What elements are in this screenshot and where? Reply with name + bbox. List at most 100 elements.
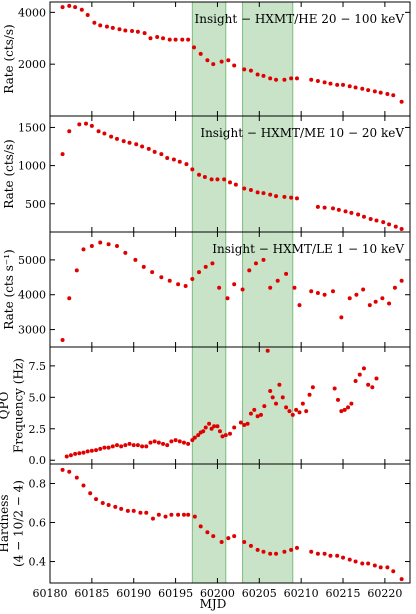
data-point	[399, 278, 404, 283]
data-point	[253, 261, 258, 266]
data-point	[106, 242, 111, 247]
data-point	[77, 451, 82, 456]
data-point	[332, 386, 337, 391]
data-point	[378, 90, 383, 95]
data-point	[159, 275, 164, 280]
x-tick-label: 60205	[242, 587, 277, 600]
data-point	[211, 62, 216, 67]
data-point	[347, 84, 352, 89]
data-point	[155, 34, 160, 39]
data-point	[387, 301, 392, 306]
y-tick-label: 1500	[18, 121, 46, 134]
data-point	[85, 12, 90, 17]
data-point	[202, 175, 207, 180]
data-point	[209, 177, 214, 182]
panel-3-annotation: Insight − HXMT/LE 1 − 10 keV	[212, 242, 404, 256]
data-point	[156, 512, 161, 517]
data-point	[309, 77, 314, 82]
data-point	[226, 58, 231, 63]
data-point	[385, 91, 390, 96]
data-point	[186, 512, 191, 517]
data-point	[261, 191, 266, 196]
data-point	[106, 445, 111, 450]
data-point	[74, 475, 79, 480]
panel-5-y-axis-title: Hardness(4 − 10/2 − 4)	[0, 480, 26, 567]
data-point	[165, 443, 170, 448]
data-point	[133, 257, 138, 262]
data-point	[114, 443, 119, 448]
data-point	[148, 440, 153, 445]
data-point	[123, 250, 128, 255]
data-point	[341, 82, 346, 87]
data-point	[357, 372, 362, 377]
y-tick-label: 7.5	[29, 360, 47, 373]
data-point	[117, 27, 122, 32]
data-point	[310, 385, 315, 390]
y-tick-label: 5000	[18, 254, 46, 267]
data-point	[74, 268, 79, 273]
data-point	[171, 157, 176, 162]
data-point	[98, 446, 103, 451]
data-point	[183, 284, 188, 289]
data-point	[176, 282, 181, 287]
data-point	[135, 29, 140, 34]
data-point	[336, 207, 341, 212]
data-point	[268, 192, 273, 197]
y-tick-label: 2000	[18, 58, 46, 71]
data-point	[67, 3, 72, 8]
shaded-intervals	[191, 1, 294, 584]
data-point	[197, 172, 202, 177]
data-point	[322, 551, 327, 556]
data-point	[304, 409, 309, 414]
data-point	[226, 536, 231, 541]
data-point	[300, 401, 305, 406]
data-point	[233, 182, 238, 187]
data-point	[322, 292, 327, 297]
data-point	[289, 195, 294, 200]
data-point	[349, 210, 354, 215]
data-point	[339, 315, 344, 320]
data-point	[361, 287, 366, 292]
data-point	[275, 278, 280, 283]
data-point	[104, 24, 109, 29]
data-point	[240, 287, 245, 292]
x-tick-label: 60220	[367, 587, 402, 600]
data-point	[290, 412, 295, 417]
data-point	[177, 159, 182, 164]
data-point	[366, 382, 371, 387]
data-point	[247, 268, 252, 273]
data-point	[356, 212, 361, 217]
data-point	[297, 410, 302, 415]
x-tick-label: 60180	[33, 587, 68, 600]
data-point	[64, 454, 69, 459]
data-point	[336, 397, 340, 402]
data-point	[381, 220, 386, 225]
data-point	[102, 445, 107, 450]
x-tick-label: 60185	[74, 587, 109, 600]
data-point	[252, 407, 257, 412]
data-point	[330, 206, 335, 211]
data-point	[81, 483, 86, 488]
data-point	[223, 433, 228, 438]
x-tick-label: 60200	[200, 587, 235, 600]
data-point	[349, 401, 354, 406]
data-point	[73, 451, 78, 456]
data-point	[152, 149, 157, 154]
data-point	[393, 224, 398, 229]
data-point	[265, 348, 270, 353]
data-point	[177, 439, 182, 444]
data-point	[274, 194, 279, 199]
data-point	[270, 395, 275, 400]
data-point	[96, 129, 101, 134]
data-point	[161, 441, 166, 446]
data-point	[113, 504, 118, 509]
x-axis-title: MJD	[200, 597, 227, 611]
data-point	[255, 190, 260, 195]
y-tick-label: 5.0	[29, 391, 47, 404]
data-point	[277, 382, 282, 387]
data-point	[100, 501, 105, 506]
data-point	[110, 25, 115, 30]
data-point	[217, 429, 222, 434]
data-point	[176, 512, 181, 517]
data-point	[232, 282, 237, 287]
